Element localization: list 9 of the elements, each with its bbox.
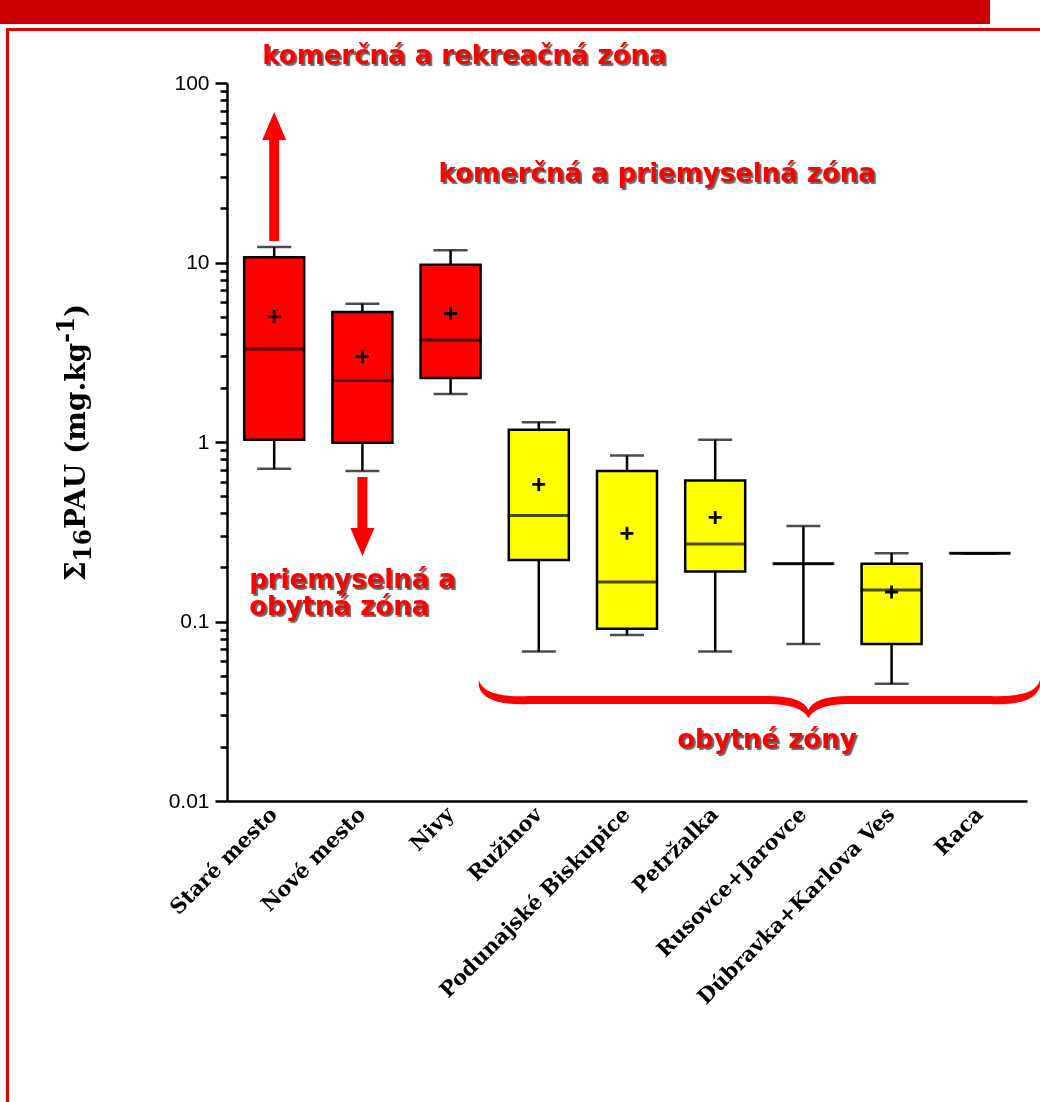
- y-tick-label: 0.01: [168, 788, 210, 812]
- text: komerčná a rekreačná zóna: [262, 40, 668, 70]
- annotation: priemyselná a obytná zóna: [249, 564, 457, 622]
- y-tick-label: 100: [174, 70, 210, 94]
- y-tick-label: 1: [197, 429, 210, 453]
- annotation: obytné zóny: [677, 724, 858, 754]
- annotation: komerčná a priemyselná zóna: [438, 158, 877, 188]
- y-tick-label: 0.1: [180, 609, 210, 632]
- y-tick-label: 10: [186, 250, 210, 273]
